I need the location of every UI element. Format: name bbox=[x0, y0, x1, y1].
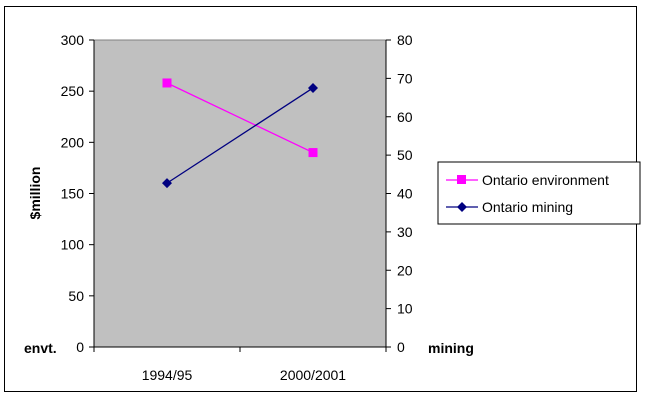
right-axis-label: mining bbox=[428, 340, 474, 356]
legend-marker-environment bbox=[457, 175, 466, 184]
right-tick-label: 80 bbox=[397, 32, 413, 48]
left-axis: 0 50 100 150 200 250 300 bbox=[61, 32, 95, 355]
series-marker-square bbox=[162, 78, 172, 88]
series-layer bbox=[162, 78, 318, 189]
legend: Ontario environment Ontario mining bbox=[437, 161, 641, 225]
left-tick-label: 0 bbox=[76, 339, 84, 355]
left-tick-label: 50 bbox=[68, 288, 84, 304]
right-tick-label: 60 bbox=[397, 109, 413, 125]
right-tick-label: 20 bbox=[397, 262, 413, 278]
legend-box bbox=[437, 161, 641, 225]
x-axis: 1994/95 2000/2001 bbox=[93, 346, 387, 383]
right-tick-label: 10 bbox=[397, 301, 413, 317]
series-marker-diamond bbox=[308, 82, 318, 93]
series-marker-square bbox=[308, 148, 318, 158]
left-tick-label: 300 bbox=[61, 32, 85, 48]
series-line-0 bbox=[166, 82, 314, 154]
legend-label-mining: Ontario mining bbox=[482, 199, 573, 215]
right-tick-label: 0 bbox=[397, 339, 405, 355]
right-tick-label: 40 bbox=[397, 186, 413, 202]
right-tick-label: 30 bbox=[397, 224, 413, 240]
left-tick-label: 150 bbox=[61, 186, 85, 202]
legend-item-environment: Ontario environment bbox=[446, 172, 609, 188]
series-line-1 bbox=[166, 87, 314, 184]
left-tick-label: 100 bbox=[61, 237, 85, 253]
right-tick-label: 70 bbox=[397, 70, 413, 86]
legend-item-mining: Ontario mining bbox=[446, 199, 573, 215]
x-tick-label: 1994/95 bbox=[142, 367, 193, 383]
x-tick-label: 2000/2001 bbox=[280, 367, 346, 383]
y-axis-title: $million bbox=[27, 167, 43, 220]
right-axis: 0 10 20 30 40 50 60 70 80 bbox=[385, 32, 413, 355]
legend-marker-mining bbox=[457, 202, 467, 212]
series-marker-diamond bbox=[162, 178, 172, 189]
left-axis-label: envt. bbox=[24, 340, 57, 356]
left-tick-label: 200 bbox=[61, 134, 85, 150]
left-tick-label: 250 bbox=[61, 83, 85, 99]
legend-label-environment: Ontario environment bbox=[482, 172, 609, 188]
right-tick-label: 50 bbox=[397, 147, 413, 163]
plot-area bbox=[93, 39, 387, 348]
